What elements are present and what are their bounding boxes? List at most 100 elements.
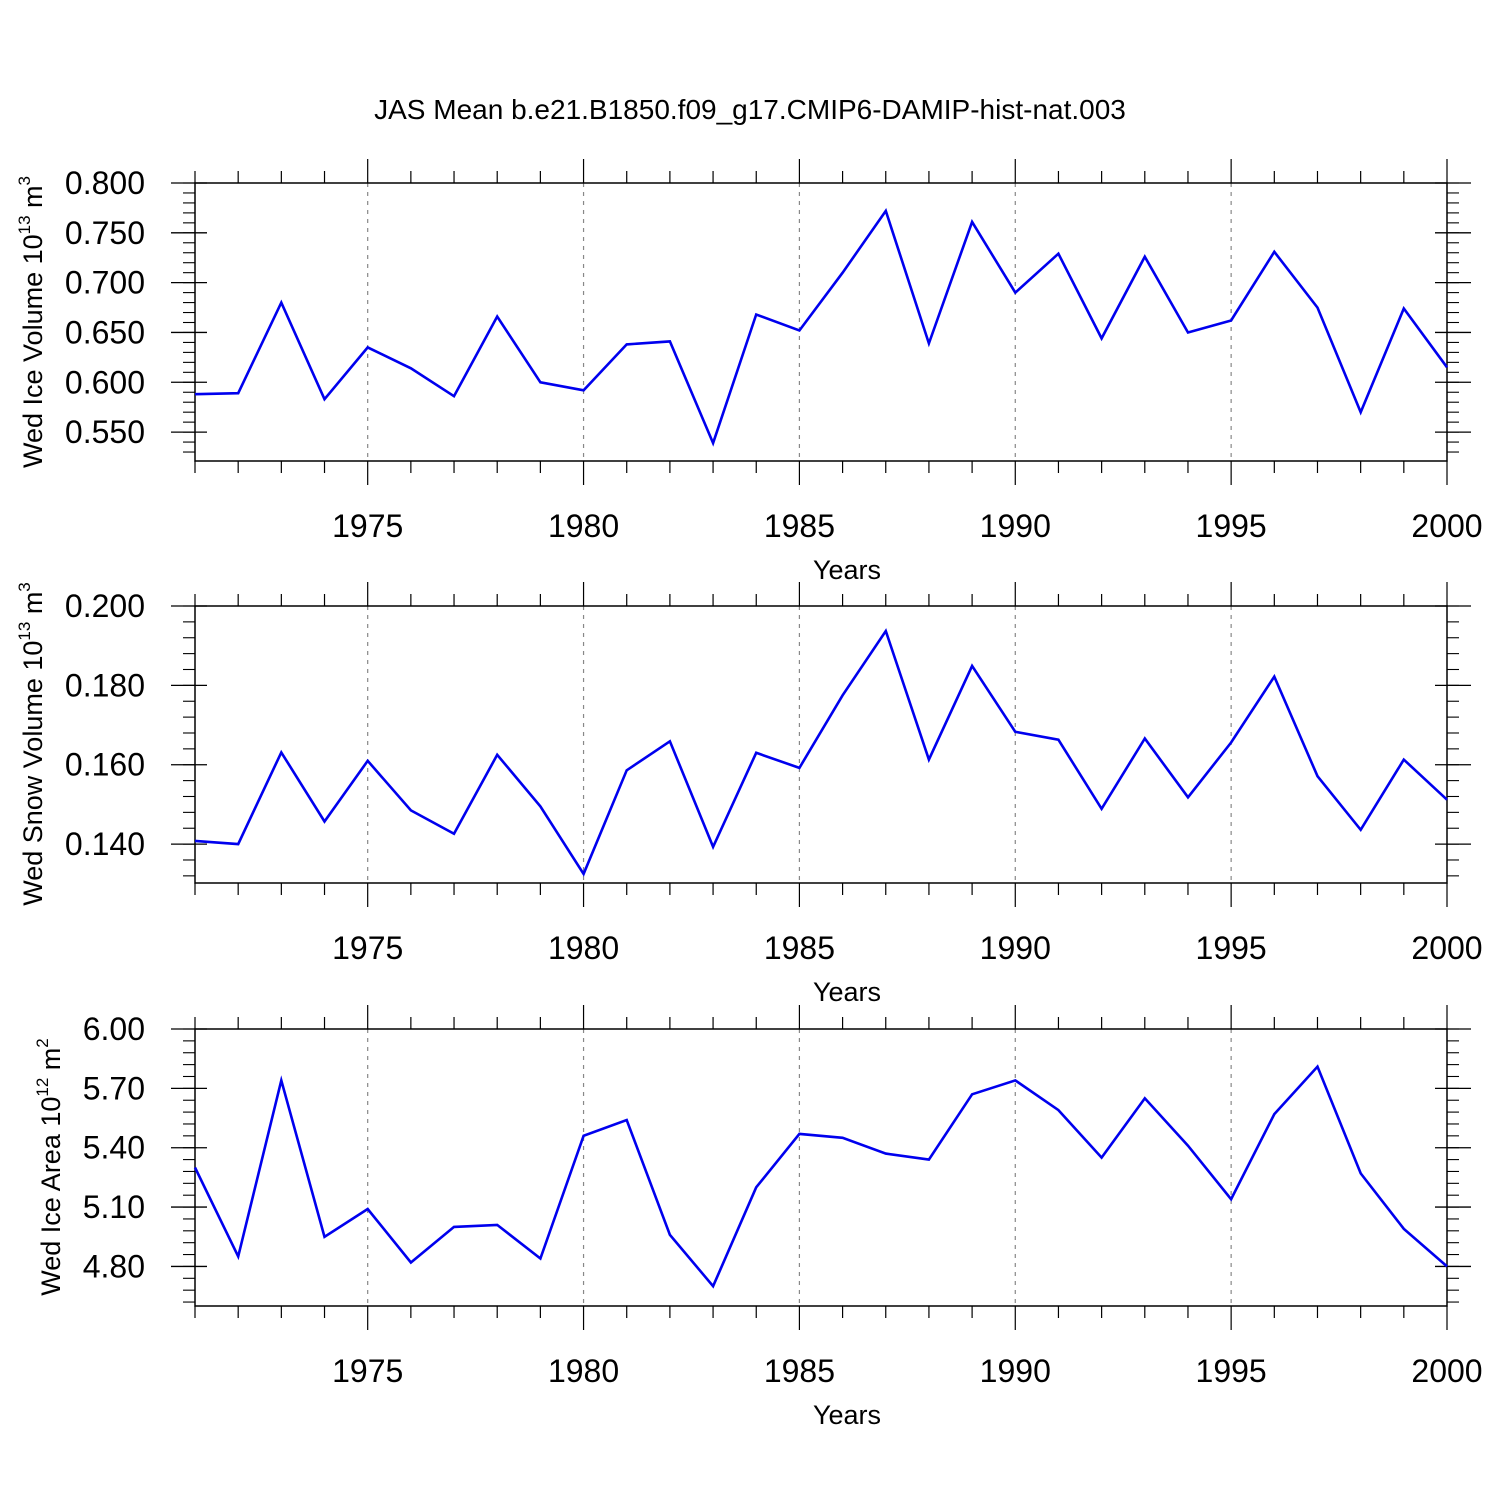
data-point	[755, 313, 757, 315]
data-point	[1057, 739, 1059, 741]
data-point	[366, 760, 368, 762]
x-axis-title: Years	[813, 1400, 881, 1430]
x-tick-label: 1975	[332, 508, 403, 544]
y-tick-label: 0.650	[65, 314, 145, 350]
data-point	[453, 1226, 455, 1228]
data-point	[1273, 675, 1275, 677]
series-line	[194, 208, 1449, 447]
data-point	[1316, 1065, 1318, 1067]
data-point	[496, 1224, 498, 1226]
data-point	[323, 820, 325, 822]
data-point	[626, 769, 628, 771]
data-point	[323, 398, 325, 400]
y-tick-label: 0.750	[65, 215, 145, 251]
data-point	[1014, 1079, 1016, 1081]
data-point	[366, 346, 368, 348]
data-point	[410, 809, 412, 811]
data-point	[1230, 319, 1232, 321]
data-point	[1403, 307, 1405, 309]
data-point	[194, 393, 196, 395]
data-point	[928, 1158, 930, 1160]
data-point	[1446, 798, 1448, 800]
x-tick-label: 1995	[1196, 930, 1267, 966]
data-point	[1144, 737, 1146, 739]
data-point	[1316, 306, 1318, 308]
x-tick-label: 2000	[1411, 1353, 1482, 1389]
y-tick-label: 5.10	[83, 1189, 145, 1225]
x-tick-label: 1985	[764, 508, 835, 544]
data-point	[237, 843, 239, 845]
data-point	[669, 1234, 671, 1236]
y-tick-label: 0.600	[65, 364, 145, 400]
data-point	[885, 630, 887, 632]
data-point	[1014, 291, 1016, 293]
plot-frame	[194, 182, 1448, 462]
x-tick-label: 1980	[548, 1353, 619, 1389]
y-tick-label: 5.70	[83, 1070, 145, 1106]
data-point	[496, 315, 498, 317]
x-tick-label: 1995	[1196, 508, 1267, 544]
data-point	[194, 840, 196, 842]
data-point	[755, 752, 757, 754]
x-tick-label: 1990	[980, 930, 1051, 966]
data-point	[626, 1119, 628, 1121]
data-point	[453, 395, 455, 397]
data-point	[366, 1208, 368, 1210]
data-point	[1057, 1109, 1059, 1111]
y-tick-label: 0.800	[65, 165, 145, 201]
data-point	[841, 1137, 843, 1139]
data-point	[1144, 256, 1146, 258]
data-point	[1446, 1265, 1448, 1267]
data-point	[410, 1261, 412, 1263]
data-point	[798, 1133, 800, 1135]
data-point	[1230, 741, 1232, 743]
series-line	[194, 628, 1448, 877]
panel-ice-volume: 0.800 0.750 0.700 0.650 0.600 0.550 1975 1980 19…	[15, 159, 1483, 585]
y-tick-label: 4.80	[83, 1248, 145, 1284]
data-point	[841, 271, 843, 273]
data-point	[539, 381, 541, 383]
x-tick-label: 1980	[548, 508, 619, 544]
data-point	[237, 1255, 239, 1257]
data-point	[237, 392, 239, 394]
data-point	[1187, 796, 1189, 798]
y-tick-label: 0.200	[65, 588, 145, 624]
data-point	[971, 221, 973, 223]
data-point	[1359, 411, 1361, 413]
data-point	[712, 442, 714, 444]
data-point	[1403, 758, 1405, 760]
y-tick-label: 0.180	[65, 667, 145, 703]
x-tick-label: 1990	[980, 508, 1051, 544]
data-point	[1100, 337, 1102, 339]
x-tick-label: 1985	[764, 930, 835, 966]
series-line	[193, 1064, 1448, 1289]
data-point	[669, 340, 671, 342]
data-point	[280, 301, 282, 303]
data-point	[928, 758, 930, 760]
data-point	[582, 1135, 584, 1137]
x-tick-label: 1975	[332, 930, 403, 966]
data-point	[1100, 1156, 1102, 1158]
data-point	[582, 873, 584, 875]
data-point	[1446, 366, 1448, 368]
data-point	[1359, 1172, 1361, 1174]
y-tick-label: 6.00	[83, 1011, 145, 1047]
data-point	[496, 754, 498, 756]
data-point	[626, 343, 628, 345]
data-point	[1187, 331, 1189, 333]
y-axis-title: Wed Snow Volume 1013 m3	[15, 582, 48, 906]
data-point	[582, 389, 584, 391]
data-point	[755, 1186, 757, 1188]
data-point	[1187, 1145, 1189, 1147]
x-axis-title: Years	[813, 977, 881, 1007]
data-point	[1144, 1097, 1146, 1099]
data-point	[841, 694, 843, 696]
data-point	[1359, 829, 1361, 831]
data-point	[885, 210, 887, 212]
y-axis-title: Wed Ice Volume 1013 m3	[15, 176, 48, 468]
data-point	[1316, 775, 1318, 777]
data-point	[971, 665, 973, 667]
data-point	[410, 367, 412, 369]
data-point	[539, 1257, 541, 1259]
